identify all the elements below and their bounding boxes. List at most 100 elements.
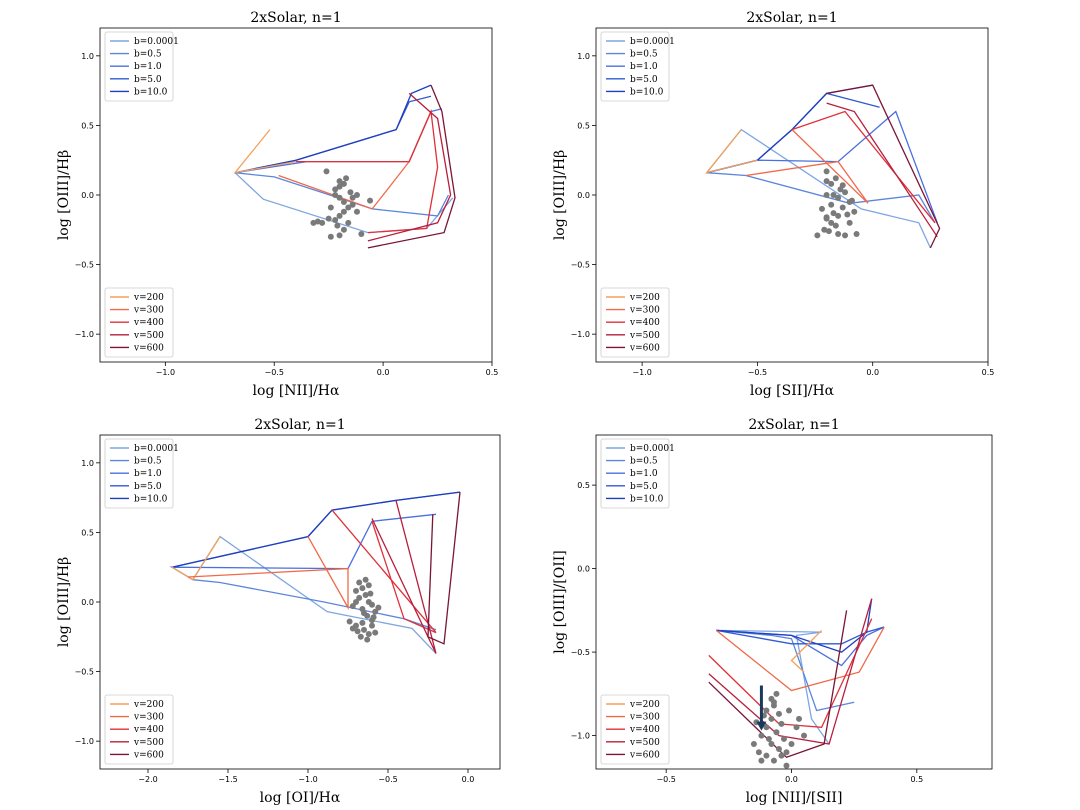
v-legend-label: v=400 — [629, 725, 660, 735]
observation-point — [362, 576, 369, 583]
b-legend-label: b=10.0 — [630, 87, 664, 97]
v-series-line-1 — [745, 129, 869, 204]
b-legend-box — [600, 31, 670, 102]
y-axis-label: log [OIII]/Hβ — [552, 150, 568, 240]
b-legend-label: b=5.0 — [630, 75, 658, 85]
y-tick-label: −0.5 — [75, 261, 94, 270]
y-tick-label: −1.0 — [75, 737, 94, 746]
v-series-line-3 — [708, 598, 873, 745]
observation-point — [310, 219, 317, 226]
x-tick-label: 0.5 — [486, 368, 499, 377]
x-axis-label: log [NII]/[SII] — [746, 790, 843, 806]
observation-point — [839, 182, 846, 189]
v-series-line-4 — [708, 610, 848, 759]
observation-point — [349, 603, 356, 610]
b-legend-label: b=1.0 — [630, 469, 658, 479]
observation-point — [340, 208, 347, 215]
observation-point — [336, 212, 343, 219]
observation-point — [347, 189, 354, 196]
v-legend-label: v=600 — [629, 343, 660, 353]
x-tick-label: 0.0 — [462, 775, 475, 784]
observation-point — [851, 208, 858, 215]
chart-title: 2xSolar, n=1 — [748, 417, 839, 433]
observation-point — [340, 226, 347, 233]
b-legend-label: b=0.0001 — [134, 37, 179, 47]
b-legend-label: b=10.0 — [630, 494, 664, 504]
arrow-head — [756, 721, 767, 731]
b-legend-box — [104, 31, 174, 102]
observation-point — [369, 622, 375, 629]
v-legend-label: v=300 — [133, 713, 164, 723]
chart-title: 2xSolar, n=1 — [250, 10, 341, 26]
x-axis-label: log [OI]/Hα — [260, 790, 341, 806]
observation-point — [773, 729, 780, 736]
y-tick-label: 0.0 — [577, 191, 590, 200]
observation-point — [832, 175, 839, 182]
y-tick-label: 0.0 — [577, 565, 590, 574]
plot-area — [704, 84, 941, 249]
observation-point — [332, 186, 339, 193]
observation-point — [346, 618, 353, 625]
observation-point — [818, 205, 825, 212]
v-legend-label: v=300 — [133, 306, 164, 316]
observation-point — [848, 197, 855, 204]
observation-point — [372, 629, 379, 636]
x-axis-label: log [NII]/Hα — [253, 383, 340, 399]
v-legend-box — [600, 287, 670, 358]
observation-point — [359, 619, 366, 626]
y-tick-label: −0.5 — [75, 668, 94, 677]
x-tick-label: −0.5 — [748, 368, 767, 377]
observation-point — [830, 192, 837, 198]
observation-point — [763, 724, 770, 731]
v-legend-label: v=400 — [133, 725, 164, 735]
observation-point — [828, 201, 835, 208]
observation-point — [361, 610, 367, 617]
observation-point — [770, 699, 777, 706]
observation-point — [349, 625, 356, 632]
b-legend-label: b=10.0 — [134, 87, 168, 97]
observation-point — [793, 724, 800, 731]
observation-point — [823, 178, 830, 185]
observation-point — [783, 762, 790, 769]
observation-point — [336, 194, 343, 201]
chart-title: 2xSolar, n=1 — [746, 10, 837, 26]
v-series-line-2 — [331, 509, 437, 634]
b-legend-label: b=1.0 — [134, 469, 162, 479]
y-tick-label: 0.0 — [81, 598, 94, 607]
observation-point — [839, 204, 846, 211]
observation-point — [354, 628, 361, 635]
observation-point — [768, 715, 775, 722]
observation-point — [334, 222, 341, 229]
observation-point — [758, 757, 765, 764]
v-series-line-0 — [233, 129, 297, 174]
panel-nii-ha: 2xSolar, n=1 −1.0 −0.5 0.0 0.5 −1.0 −0.5 0.0 0.5… — [56, 10, 498, 399]
observation-point — [353, 587, 359, 594]
v-legend-label: v=600 — [133, 750, 164, 760]
y-tick-label: −0.5 — [571, 261, 590, 270]
x-tick-label: 0.0 — [377, 368, 390, 377]
x-tick-label: −1.5 — [218, 775, 237, 784]
x-tick-label: −0.5 — [265, 368, 284, 377]
b-legend-label: b=0.0001 — [134, 444, 179, 454]
v-legend-label: v=300 — [629, 306, 660, 316]
observation-point — [365, 631, 372, 638]
b-legend-label: b=5.0 — [630, 482, 658, 492]
panel-oi-ha: 2xSolar, n=1 −2.0 −1.5 −1.0 −0.5 0.0 −1.0 −0.5 0… — [56, 417, 501, 806]
observation-point — [327, 233, 334, 240]
x-tick-label: 0.0 — [785, 775, 798, 784]
observation-point — [356, 594, 363, 601]
v-series-line-1 — [715, 626, 885, 692]
b-legend-label: b=1.0 — [134, 62, 162, 72]
b-legend-label: b=0.5 — [630, 457, 658, 467]
y-tick-label: 1.0 — [81, 52, 94, 61]
observation-point — [367, 197, 374, 204]
v-series-line-0 — [790, 629, 823, 673]
v-series-line-2 — [708, 618, 873, 728]
plot-area — [233, 84, 456, 249]
v-series-line-4 — [367, 84, 456, 249]
b-series-line-4 — [234, 84, 432, 174]
v-legend-label: v=600 — [133, 343, 164, 353]
observation-point — [842, 189, 849, 196]
observation-point — [372, 608, 379, 615]
